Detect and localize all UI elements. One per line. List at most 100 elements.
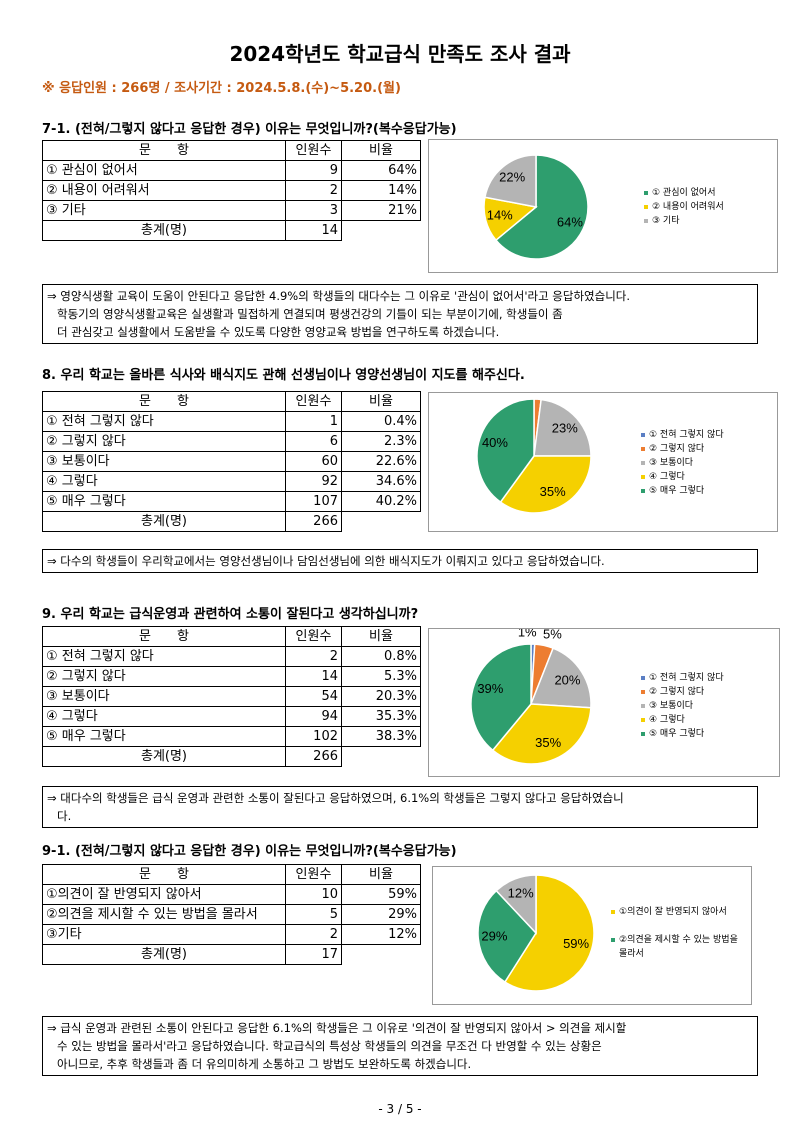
slice-label: 40% — [482, 435, 508, 450]
table-row: ① 관심이 없어서 9 64% — [42, 160, 421, 181]
table-cell: 266 — [285, 746, 342, 767]
table-row: 문 항 인원수 비율 — [42, 391, 421, 412]
subtitle: ※ 응답인원 : 266명 / 조사기간 : 2024.5.8.(수)~5.20… — [42, 81, 401, 96]
table-cell: 54 — [285, 686, 342, 707]
table-cell: 6 — [285, 431, 342, 452]
table-cell: 비율 — [341, 140, 421, 161]
table-row: 총계(명) 266 — [42, 511, 421, 532]
note-line: ⇒ 급식 운영과 관련된 소통이 안된다고 응답한 6.1%의 학생들은 그 이… — [47, 1021, 627, 1035]
legend-item: ②의견을 제시할 수 있는 방법을 몰라서 — [611, 933, 746, 961]
table-cell: 38.3% — [341, 726, 421, 747]
legend-item: ⑤ 매우 그렇다 — [641, 727, 771, 741]
legend-item: ② 그렇지 않다 — [641, 442, 771, 456]
table-cell: 64% — [341, 160, 421, 181]
note-line: ⇒ 대다수의 학생들은 급식 운영과 관련한 소통이 잘된다고 응답하였으며, … — [47, 791, 624, 805]
table-cell: 94 — [285, 706, 342, 727]
slice-label: 35% — [535, 735, 561, 750]
section: 7-1. (전혀/그렇지 않다고 응답한 경우) 이유는 무엇입니까?(복수응답… — [0, 118, 800, 344]
legend-label: ③ 보통이다 — [649, 458, 694, 468]
table-cell: ② 그렇지 않다 — [42, 431, 286, 452]
legend-swatch — [644, 205, 648, 209]
legend-item: ① 전혀 그렇지 않다 — [641, 428, 771, 442]
slice-label: 35% — [540, 484, 566, 499]
table-cell — [341, 944, 421, 965]
table-cell: 22.6% — [341, 451, 421, 472]
table: 문 항 인원수 비율 ① 관심이 없어서 9 64% ② 내용이 어려워서 2 14% ③ 기타 3… — [42, 140, 421, 241]
table-cell: ② 내용이 어려워서 — [42, 180, 286, 201]
pie-slice — [491, 703, 592, 765]
chart-box: 0%2%23%35%40%① 전혀 그렇지 않다② 그렇지 않다③ 보통이다④ … — [428, 380, 778, 532]
note-box: ⇒ 다수의 학생들이 우리학교에서는 영양선생님이나 담임선생님에 의한 배식지… — [42, 549, 758, 573]
table-row: ① 전혀 그렇지 않다 2 0.8% — [42, 646, 421, 667]
legend-swatch — [641, 690, 645, 694]
table-row: ③기타 2 12% — [42, 924, 421, 945]
table-row: ③ 기타 3 21% — [42, 200, 421, 221]
slice-label: 5% — [543, 629, 562, 641]
table-cell: ③ 보통이다 — [42, 451, 286, 472]
table-cell: 2 — [285, 924, 342, 945]
table-row: ③ 보통이다 60 22.6% — [42, 451, 421, 472]
pie-chart: 1% 5% 20% 35% 39% — [470, 625, 592, 765]
table-cell: 문 항 — [42, 864, 286, 885]
slice-label: 14% — [487, 208, 513, 223]
table-cell: 14% — [341, 180, 421, 201]
legend-item: ③ 기타 — [644, 214, 774, 228]
slice-label: 29% — [481, 928, 507, 943]
slice-label: 20% — [554, 672, 580, 687]
table-cell: 107 — [285, 491, 342, 512]
chart-box: 59% 29% 12% ①의견이 잘 반영되지 않아서 ②의견을 제시할 수 있는 방법… — [432, 866, 752, 1005]
table-cell: 2 — [285, 646, 342, 667]
table-cell: 2.3% — [341, 431, 421, 452]
note-line: ⇒ 영양식생활 교육이 도움이 안된다고 응답한 4.9%의 학생들의 대다수는… — [47, 289, 631, 303]
legend-item: ② 그렇지 않다 — [641, 685, 771, 699]
pie-slice — [495, 874, 537, 935]
table-cell: 5 — [285, 904, 342, 925]
table-cell: ④ 그렇다 — [42, 471, 286, 492]
slice-label: 2% — [535, 393, 554, 395]
footer: - 3 / 5 - — [378, 1102, 422, 1116]
legend-swatch — [611, 910, 615, 914]
legend-item: ② 내용이 어려워서 — [644, 200, 774, 214]
pie-chart: 59% 29% 12% — [477, 874, 595, 992]
table-cell: 문 항 — [42, 626, 286, 647]
table-cell: 비율 — [341, 391, 421, 412]
table-cell: 비율 — [341, 864, 421, 885]
table-cell: 34.6% — [341, 471, 421, 492]
table-row: ② 그렇지 않다 6 2.3% — [42, 431, 421, 452]
pie-slice — [476, 398, 535, 504]
legend-item: ⑤ 매우 그렇다 — [641, 484, 771, 498]
table-row: ④ 그렇다 92 34.6% — [42, 471, 421, 492]
table-cell: 14 — [285, 666, 342, 687]
pie-chart: 64% 14% 22% — [483, 154, 589, 260]
legend: ① 전혀 그렇지 않다 ② 그렇지 않다 ③ 보통이다 ④ 그렇다 ⑤ 매우 그렇다 — [641, 428, 771, 498]
legend-label: ③ 보통이다 — [649, 701, 694, 711]
table-row: ② 내용이 어려워서 2 14% — [42, 180, 421, 201]
section: 9. 우리 학교는 급식운영과 관련하여 소통이 잘된다고 생각하십니까? 문 항… — [0, 603, 800, 828]
section-heading: 8. 우리 학교는 올바른 식사와 배식지도 관해 선생님이나 영양선생님이 지… — [42, 368, 525, 383]
legend-label: ③ 기타 — [652, 216, 680, 226]
legend-swatch — [641, 489, 645, 493]
legend-swatch — [641, 732, 645, 736]
table-cell: 266 — [285, 511, 342, 532]
table-cell: 문 항 — [42, 391, 286, 412]
legend: ① 관심이 없어서 ② 내용이 어려워서 ③ 기타 — [644, 186, 774, 228]
legend-label: ① 전혀 그렇지 않다 — [649, 673, 724, 683]
section: 8. 우리 학교는 올바른 식사와 배식지도 관해 선생님이나 영양선생님이 지… — [0, 364, 800, 573]
legend-label: ④ 그렇다 — [649, 715, 685, 725]
legend-swatch — [644, 219, 648, 223]
table-cell: 인원수 — [285, 391, 342, 412]
legend: ① 전혀 그렇지 않다 ② 그렇지 않다 ③ 보통이다 ④ 그렇다 ⑤ 매우 그렇다 — [641, 671, 771, 741]
table-row: 문 항 인원수 비율 — [42, 626, 421, 647]
table-cell: ③ 보통이다 — [42, 686, 286, 707]
table-cell: 총계(명) — [42, 746, 286, 767]
table-row: ③ 보통이다 54 20.3% — [42, 686, 421, 707]
table-cell: 14 — [285, 220, 342, 241]
chart-box: 64% 14% 22% ① 관심이 없어서 ② 내용이 어려워서 ③ 기타 — [428, 139, 778, 273]
legend-swatch — [641, 718, 645, 722]
table-row: 총계(명) 14 — [42, 220, 421, 241]
table-row: ④ 그렇다 94 35.3% — [42, 706, 421, 727]
legend-item: ① 전혀 그렇지 않다 — [641, 671, 771, 685]
note-line: 수 있는 방법을 몰라서'라고 응답하였습니다. 학교급식의 특성상 학생들의 … — [57, 1039, 602, 1053]
section-heading: 9. 우리 학교는 급식운영과 관련하여 소통이 잘된다고 생각하십니까? — [42, 607, 419, 622]
